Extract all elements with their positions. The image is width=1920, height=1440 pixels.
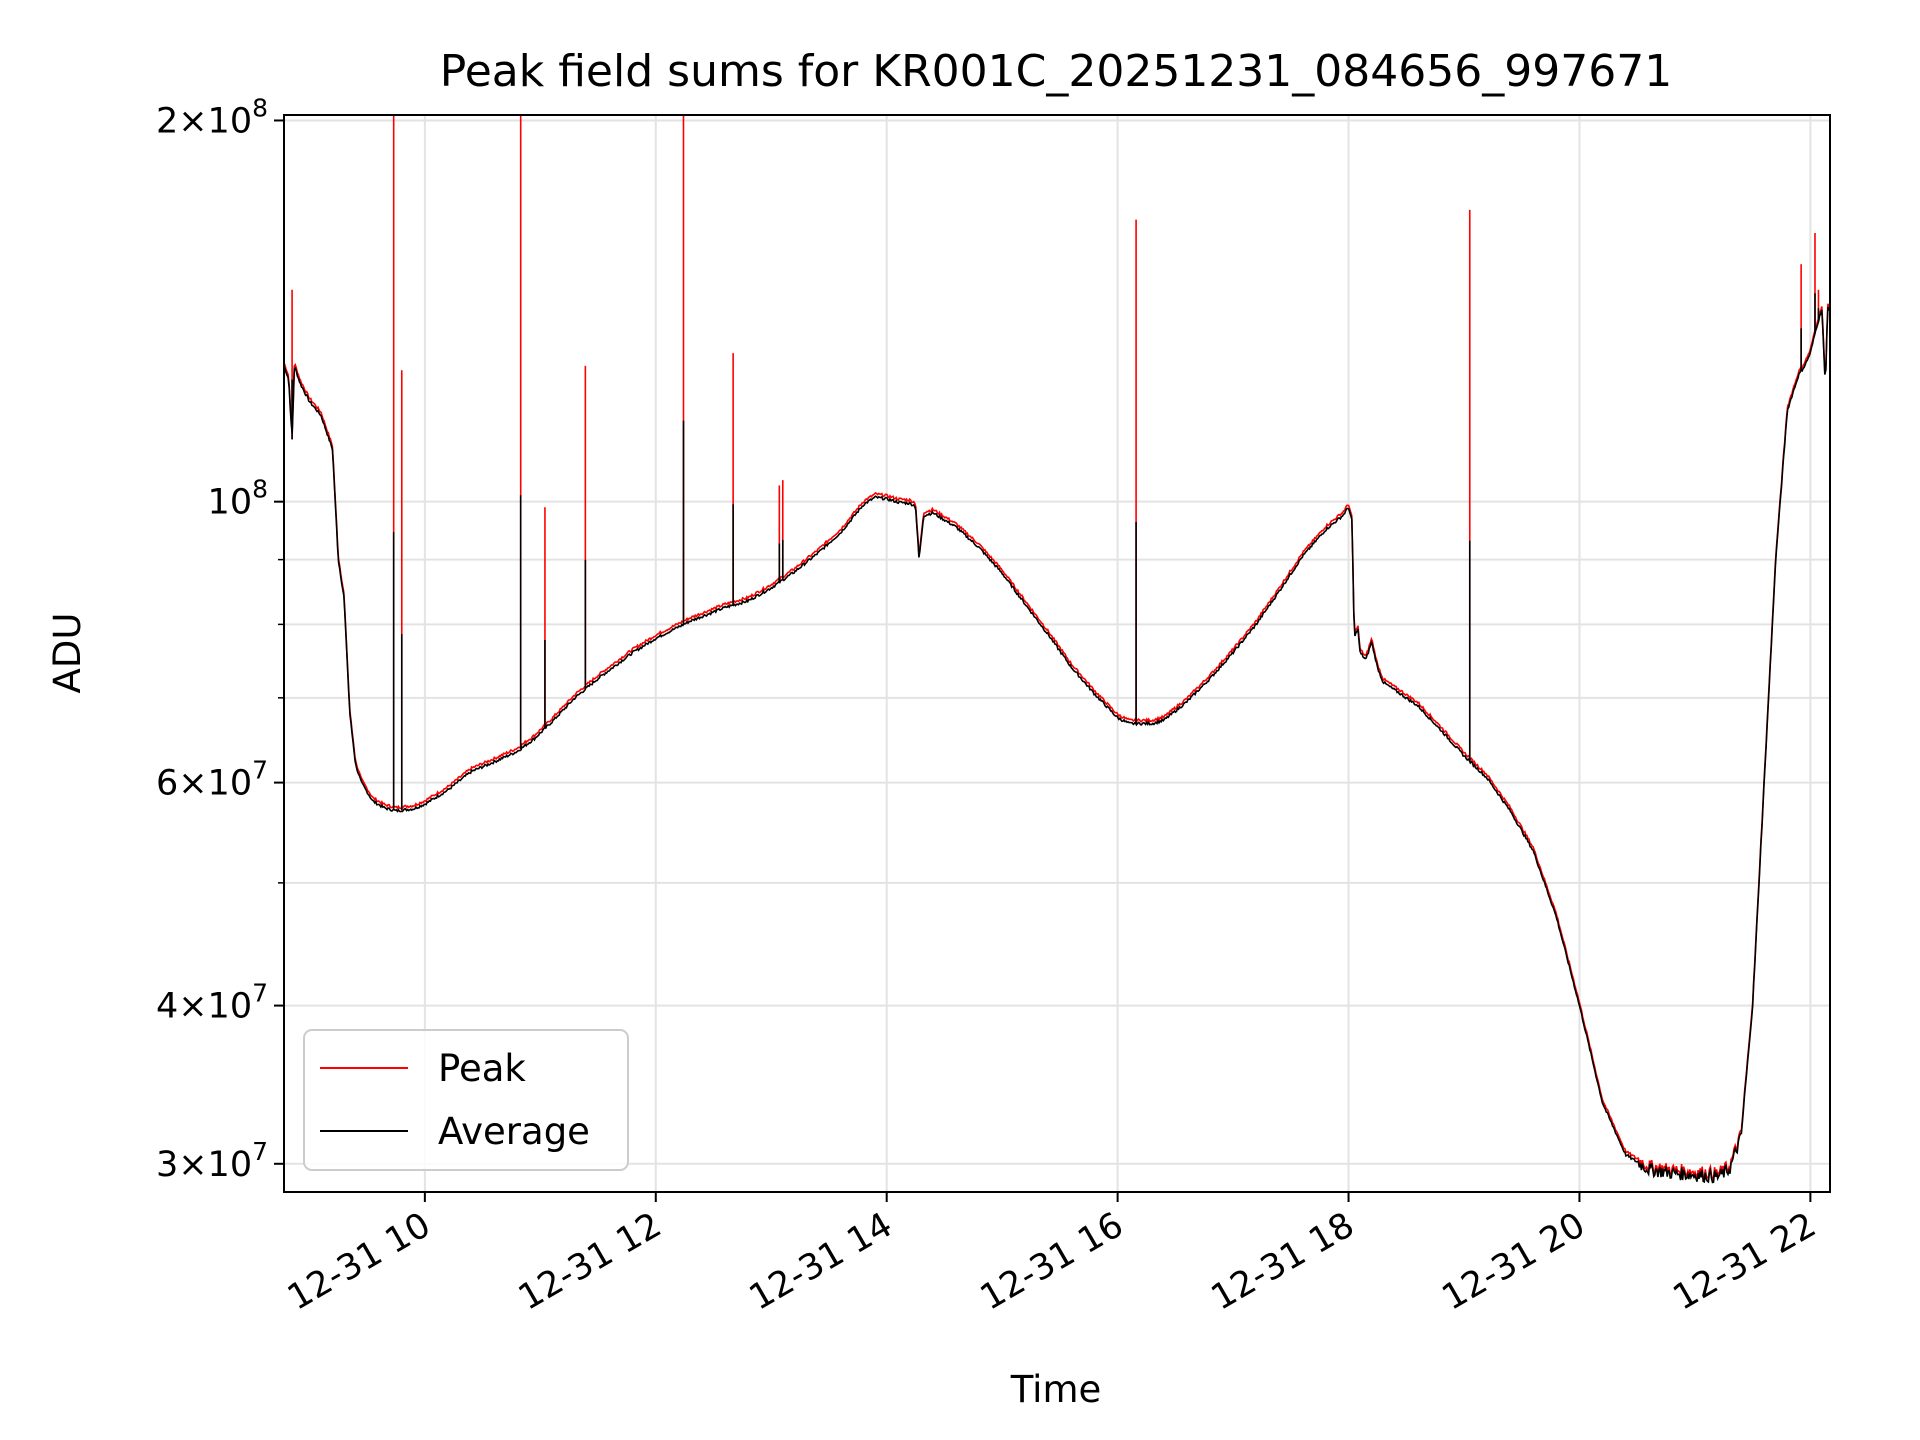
y-tick-label: 6×107: [156, 756, 268, 804]
legend-label-average: Average: [438, 1110, 590, 1153]
gridlines: [284, 115, 1830, 1192]
y-axis-label: ADU: [46, 613, 89, 694]
average-series-line: [283, 306, 1831, 1184]
chart-title: Peak field sums for KR001C_20251231_0846…: [440, 46, 1672, 97]
x-axis-label: Time: [1010, 1368, 1102, 1411]
y-tick-label: 3×107: [156, 1137, 268, 1185]
legend: Peak Average: [303, 1029, 629, 1171]
legend-box: [303, 1029, 629, 1171]
plot-frame: [283, 114, 1831, 1193]
y-tick-label: 108: [208, 475, 268, 523]
y-tick-label: 2×108: [156, 93, 268, 141]
y-tick-label: 4×107: [156, 979, 268, 1027]
peak-series-line: [283, 303, 1831, 1181]
plot-lines: [283, 115, 1831, 1184]
legend-label-peak: Peak: [438, 1047, 526, 1090]
